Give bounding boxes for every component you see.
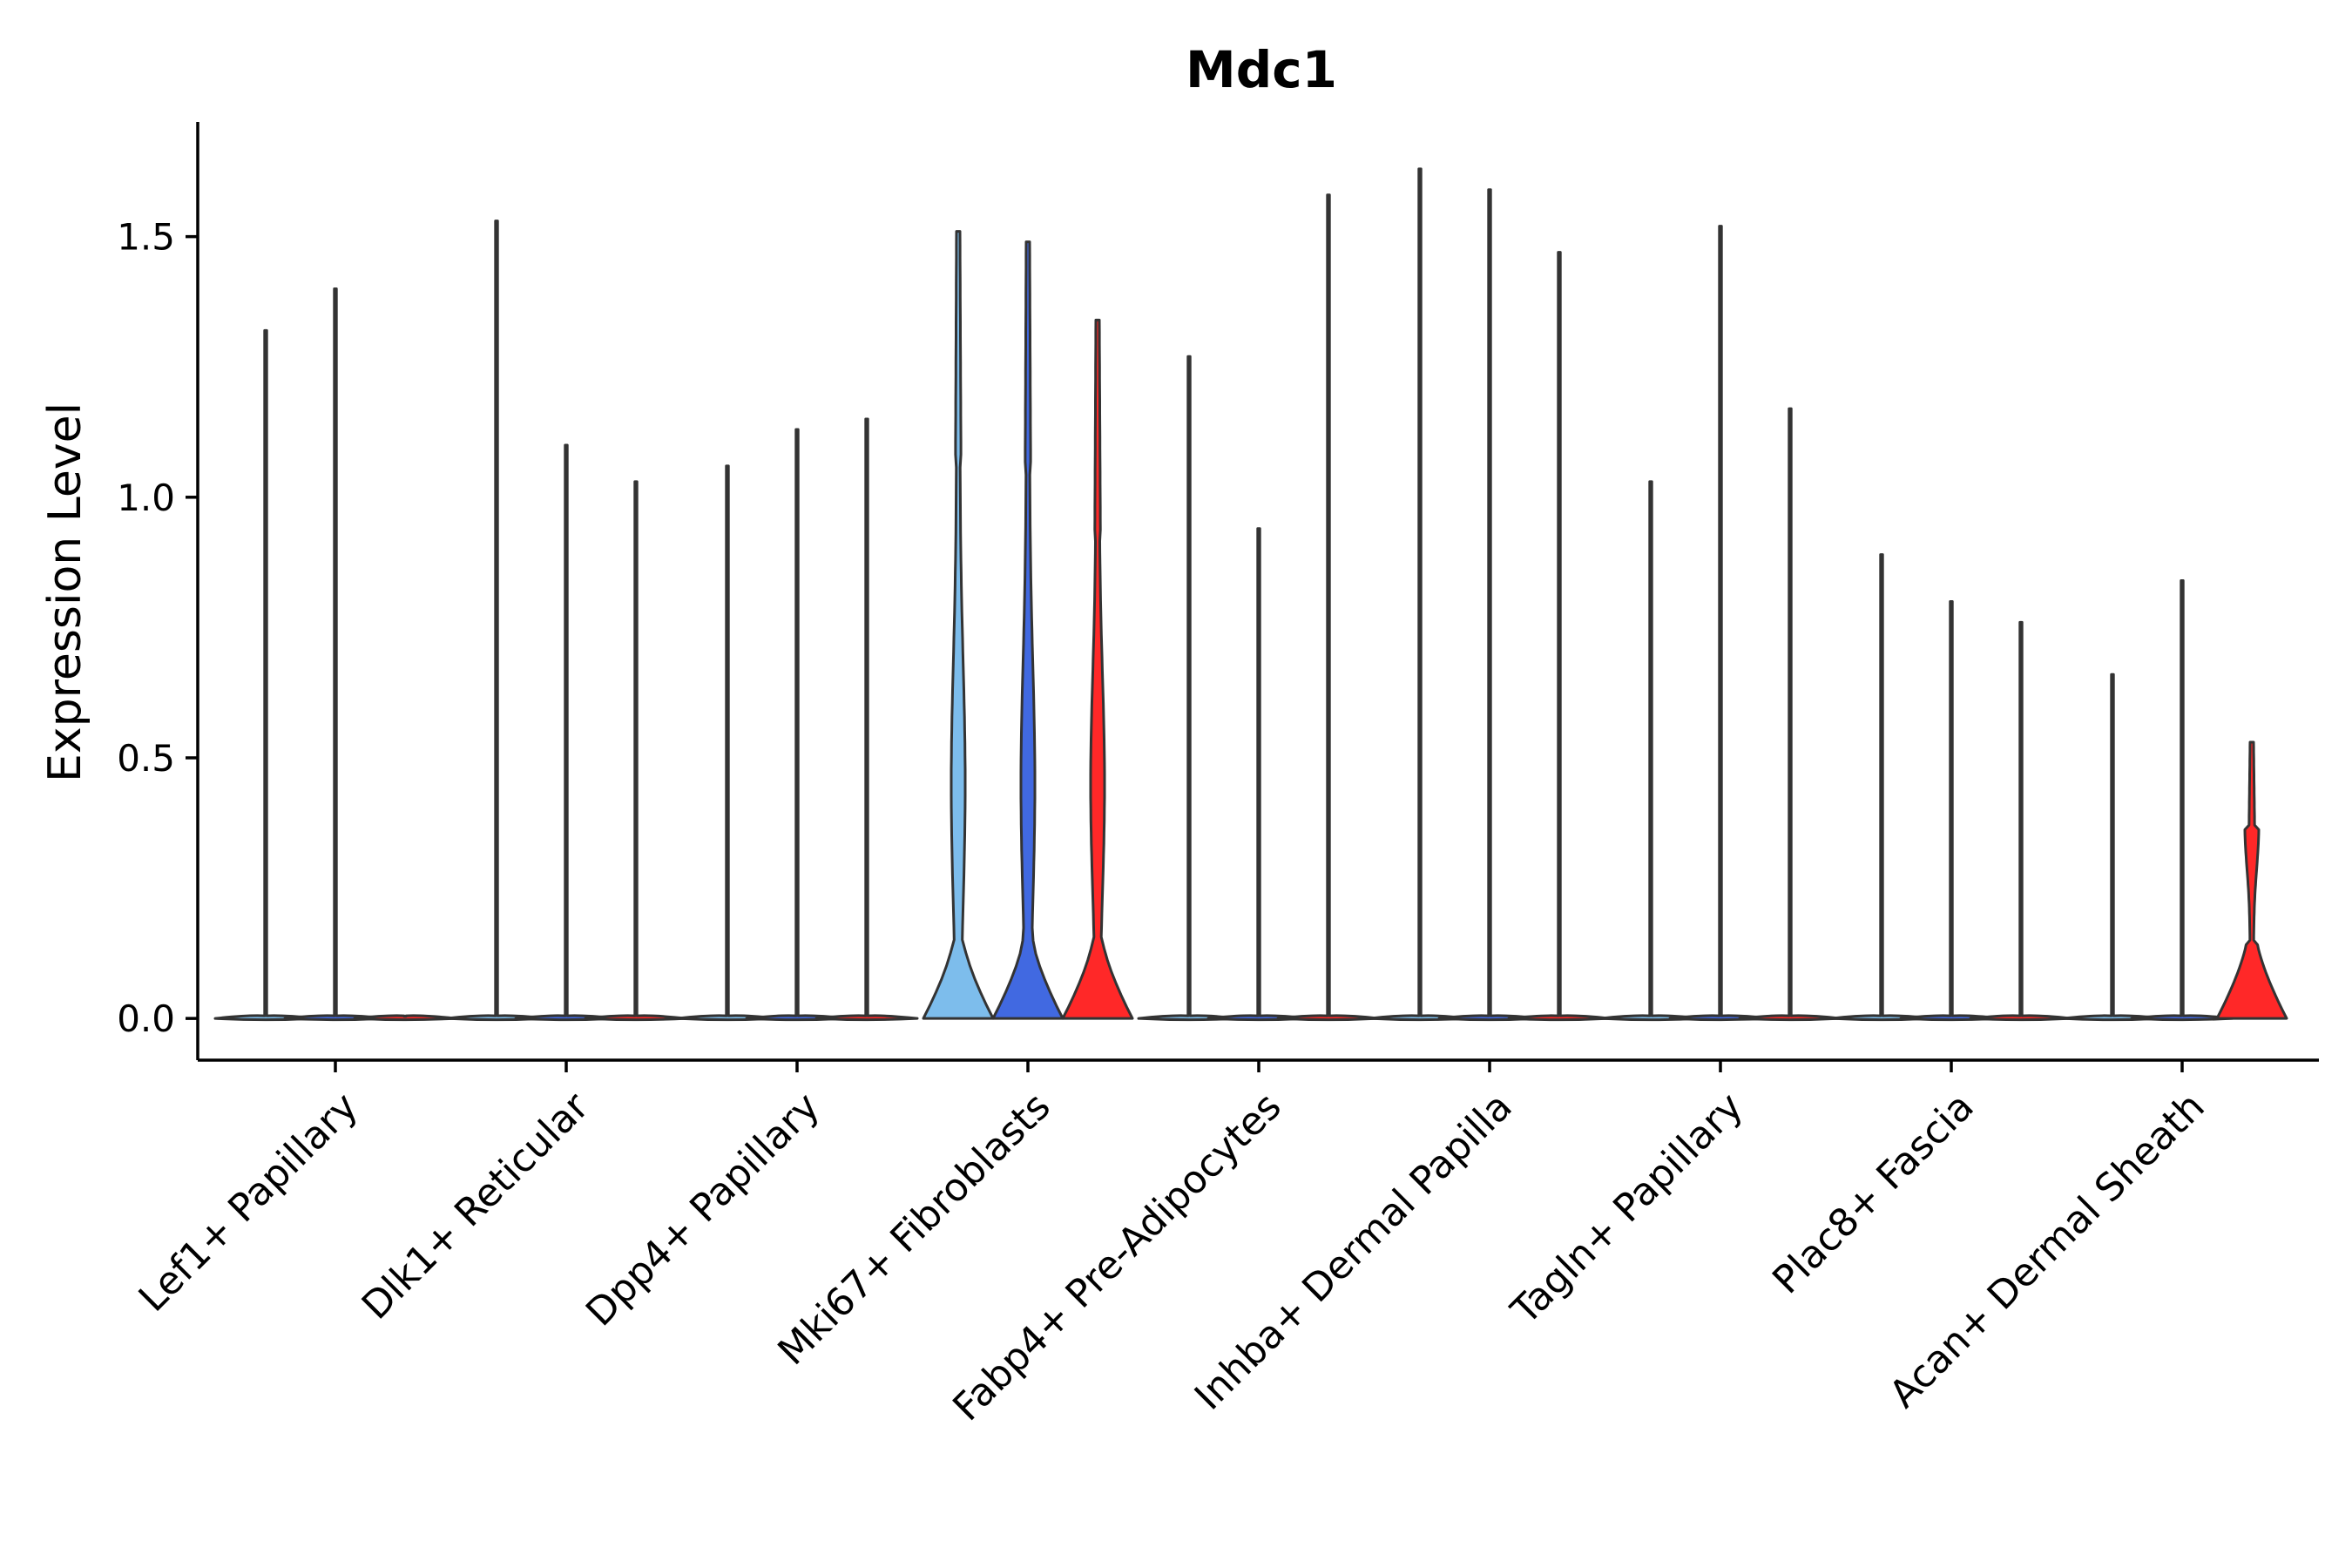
violin-group1-cat4 — [1137, 355, 1241, 1022]
violin-group1-cat8 — [2060, 672, 2165, 1022]
violin-group2-cat0 — [283, 287, 388, 1022]
tick-layer: 0.0 0.5 1.0 1.5 — [117, 216, 198, 1040]
violin-group2-cat5 — [1437, 188, 1542, 1022]
violin-group3-cat8 — [2215, 740, 2288, 1020]
y-axis-label: Expression Level — [39, 402, 91, 782]
violin-group3-cat4 — [1276, 193, 1381, 1022]
y-tick-label: 1.5 — [117, 216, 175, 259]
violin-group3-cat5 — [1507, 251, 1612, 1022]
violin-group3-cat1 — [584, 480, 688, 1022]
violin-group2-cat1 — [514, 443, 618, 1022]
y-tick-label: 1.0 — [117, 476, 175, 519]
violin-group3-cat2 — [814, 417, 919, 1022]
x-tick-label: Plac8+ Fascia — [1764, 1085, 1983, 1303]
violin-group1-cat6 — [1598, 480, 1703, 1022]
x-tick-label: Lef1+ Papillary — [131, 1085, 367, 1321]
y-tick-label: 0.0 — [117, 997, 175, 1040]
y-tick-label: 0.5 — [117, 737, 175, 780]
violin-group2-cat8 — [2130, 579, 2234, 1022]
x-tick-label: Dpp4+ Papillary — [578, 1085, 828, 1335]
violin-group3-cat7 — [1969, 620, 2073, 1022]
violin-group1-cat2 — [675, 464, 780, 1022]
violin-group1-cat1 — [444, 220, 549, 1022]
chart-title: Mdc1 — [1186, 40, 1337, 99]
violin-group1-cat5 — [1368, 167, 1472, 1022]
violin-group3-cat0 — [353, 1014, 457, 1022]
violin-group2-cat2 — [745, 428, 849, 1022]
violin-group2-cat4 — [1206, 527, 1311, 1022]
x-tick-label: Dlk1+ Reticular — [354, 1084, 598, 1328]
violin-group3-cat6 — [1738, 407, 1842, 1022]
x-tick-label: Tagln+ Papillary — [1503, 1085, 1752, 1334]
violin-group2-cat3 — [991, 240, 1064, 1020]
violin-group1-cat0 — [213, 328, 318, 1022]
violin-group1-cat3 — [922, 230, 995, 1020]
violin-group1-cat7 — [1829, 553, 1934, 1022]
violin-group2-cat6 — [1668, 225, 1773, 1022]
violin-layer — [213, 167, 2288, 1022]
violin-group3-cat3 — [1061, 318, 1134, 1020]
violin-group2-cat7 — [1899, 599, 2004, 1022]
